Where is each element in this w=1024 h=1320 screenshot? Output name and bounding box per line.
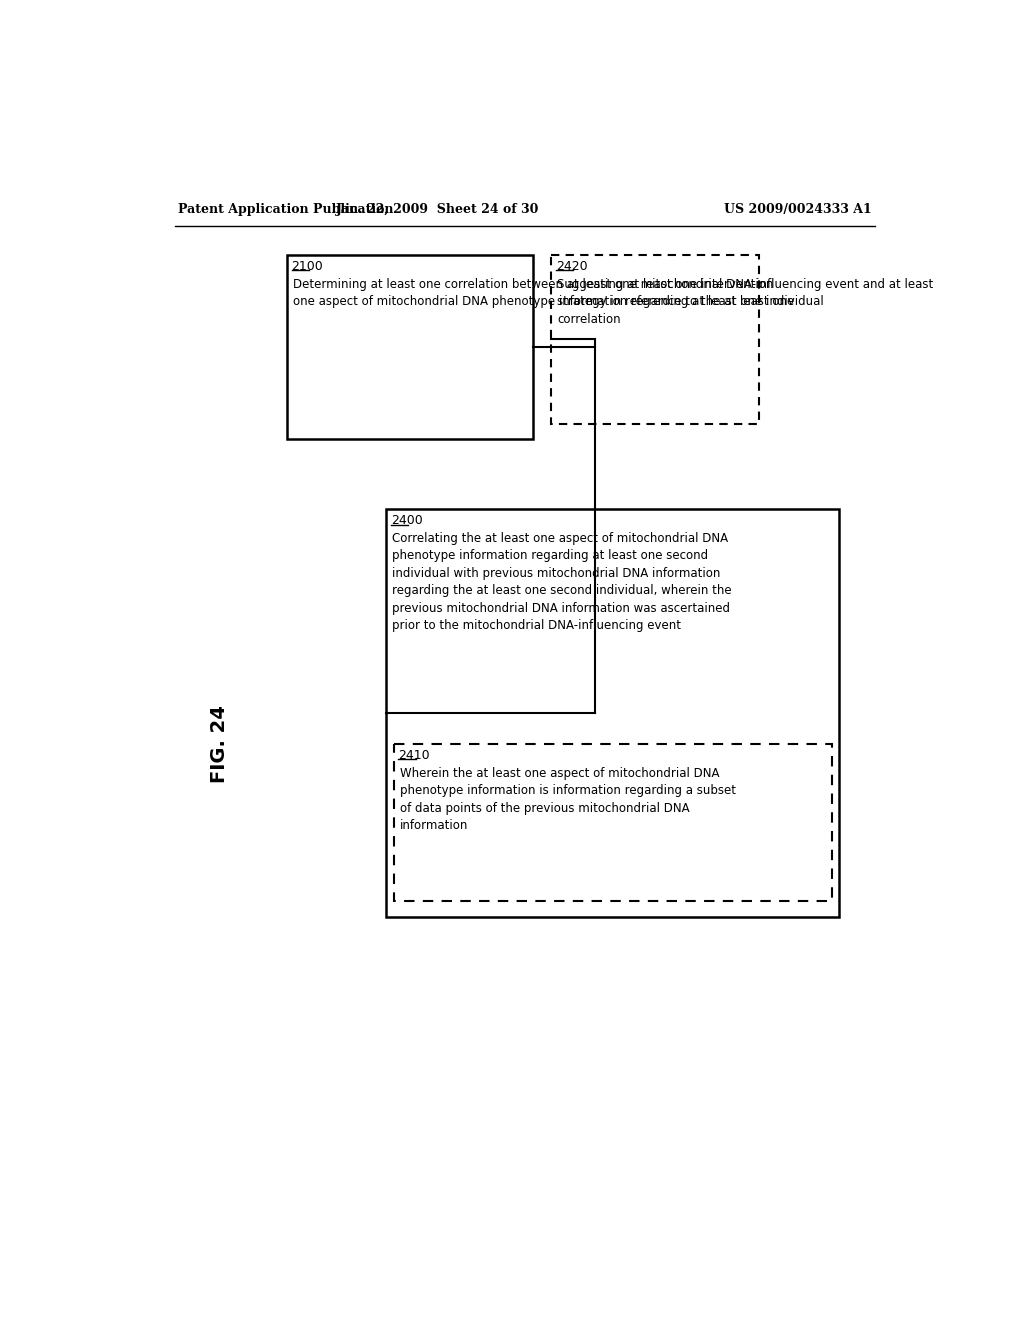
Bar [386,508,840,917]
Text: 2100: 2100 [292,260,324,273]
Text: Jan. 22, 2009  Sheet 24 of 30: Jan. 22, 2009 Sheet 24 of 30 [336,203,540,216]
Bar [287,255,534,440]
Text: Suggesting at least one intervention
strategy in reference to the at least one
c: Suggesting at least one intervention str… [557,277,795,326]
Text: Wherein the at least one aspect of mitochondrial DNA
phenotype information is in: Wherein the at least one aspect of mitoc… [400,767,736,832]
Text: 2400: 2400 [391,515,423,527]
Text: 2410: 2410 [398,748,430,762]
Text: 2420: 2420 [556,260,588,273]
Text: Patent Application Publication: Patent Application Publication [178,203,394,216]
Text: FIG. 24: FIG. 24 [210,705,229,783]
Text: Determining at least one correlation between at least one mitochondrial DNA-infl: Determining at least one correlation bet… [293,277,933,309]
Text: Correlating the at least one aspect of mitochondrial DNA
phenotype information r: Correlating the at least one aspect of m… [392,532,732,632]
Text: US 2009/0024333 A1: US 2009/0024333 A1 [724,203,872,216]
Bar [551,255,759,424]
Bar [394,743,831,902]
